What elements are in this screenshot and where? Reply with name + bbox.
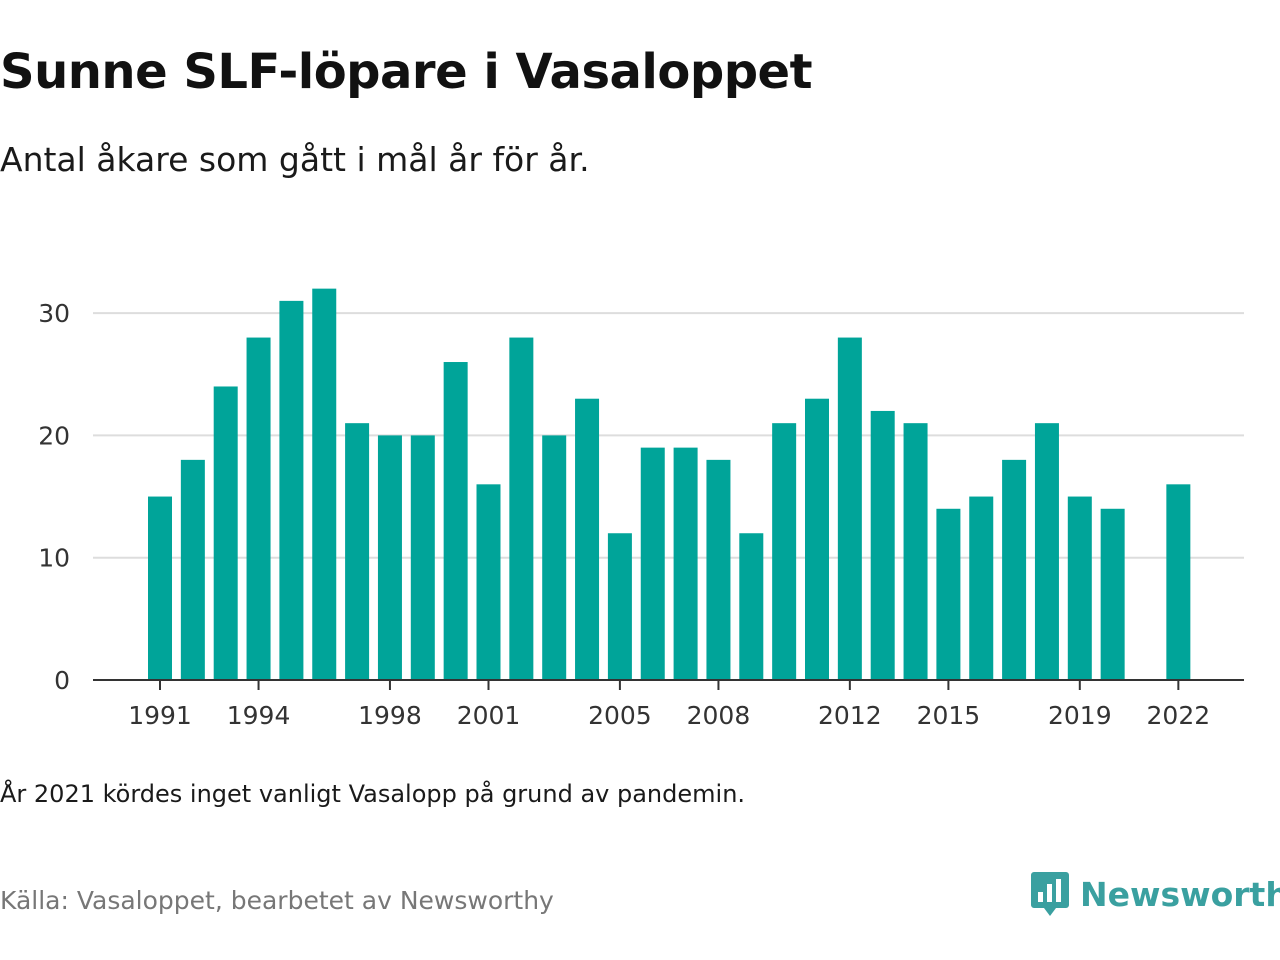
x-tick-label: 1998 <box>358 701 422 730</box>
bar-2019 <box>1067 496 1092 680</box>
bar-1996 <box>312 288 337 680</box>
y-axis-labels: 0 10 20 30 <box>38 299 70 695</box>
chart-note: År 2021 kördes inget vanligt Vasalopp på… <box>0 780 746 808</box>
x-tick-label: 2022 <box>1147 701 1211 730</box>
bar-2002 <box>509 337 534 680</box>
y-tick-label: 20 <box>38 421 70 450</box>
chart-subtitle: Antal åkare som gått i mål år för år. <box>0 140 590 179</box>
bar-1994 <box>246 337 271 680</box>
bar-2001 <box>476 484 501 680</box>
newsworthy-logo: Newsworthy <box>1030 870 1280 918</box>
bar-2014 <box>903 423 928 680</box>
bar-2012 <box>837 337 862 680</box>
bar-1992 <box>180 459 205 680</box>
y-tick-label: 10 <box>38 544 70 573</box>
bar-1999 <box>410 435 435 680</box>
bar-2009 <box>739 533 764 680</box>
source-credit: Källa: Vasaloppet, bearbetet av Newswort… <box>0 886 554 915</box>
x-tick-label: 1994 <box>227 701 291 730</box>
bar-chart: 0 10 20 30 1991 1994 1998 2001 2005 2008 2012 2015… <box>38 288 1244 730</box>
x-tick-label: 2012 <box>818 701 882 730</box>
x-tick-label: 2019 <box>1048 701 1112 730</box>
x-tick-label: 2015 <box>917 701 981 730</box>
bar-2015 <box>936 508 961 680</box>
y-tick-label: 0 <box>54 666 70 695</box>
bar-2022 <box>1166 484 1191 680</box>
bar-1993 <box>213 386 238 680</box>
bar-2017 <box>1002 459 1027 680</box>
bar-2007 <box>673 447 698 680</box>
x-tick-label: 1991 <box>128 701 192 730</box>
bar-2005 <box>607 533 632 680</box>
x-tick-label: 2008 <box>687 701 751 730</box>
bar-1991 <box>148 496 172 680</box>
x-tick-label: 2005 <box>588 701 652 730</box>
brand-name: Newsworthy <box>1080 874 1280 914</box>
bar-2011 <box>805 398 829 680</box>
bar-2006 <box>640 447 665 680</box>
bar-2008 <box>706 459 731 680</box>
bar-2003 <box>542 435 567 680</box>
newsworthy-chart-bubble-icon <box>1031 872 1069 916</box>
bar-1998 <box>377 435 402 680</box>
x-axis-labels: 1991 1994 1998 2001 2005 2008 2012 2015 2019 2022 <box>128 680 1210 730</box>
x-tick-label: 2001 <box>457 701 521 730</box>
bar-1997 <box>345 423 370 680</box>
bar-2018 <box>1034 423 1059 680</box>
bar-2013 <box>870 410 895 680</box>
bar-2020 <box>1100 508 1125 680</box>
bars <box>148 288 1191 680</box>
bar-2004 <box>575 398 600 680</box>
bar-2016 <box>969 496 994 680</box>
y-tick-label: 30 <box>38 299 70 328</box>
bar-2010 <box>772 423 797 680</box>
bar-2000 <box>443 362 468 680</box>
chart-title: Sunne SLF-löpare i Vasaloppet <box>0 44 813 100</box>
bar-1995 <box>279 300 304 680</box>
